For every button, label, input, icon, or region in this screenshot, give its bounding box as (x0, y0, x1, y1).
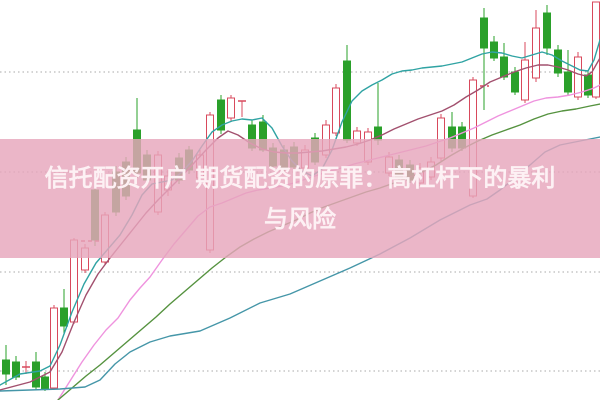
down-candle (217, 99, 225, 131)
up-candle (50, 307, 58, 389)
up-candle (227, 97, 235, 119)
up-candle (521, 59, 529, 101)
down-candle (543, 12, 551, 49)
down-candle (2, 359, 10, 375)
down-candle (564, 71, 572, 93)
up-candle (332, 87, 340, 134)
down-candle (60, 307, 68, 327)
down-candle (41, 376, 49, 390)
up-candle (592, 1, 600, 98)
down-candle (32, 361, 40, 388)
down-candle (12, 361, 20, 378)
banner-title-line2: 与风险 (264, 205, 336, 233)
banner-title-line1: 信托配资开户 期货配资的原罪：高杠杆下的暴利 (44, 164, 556, 192)
down-candle (490, 41, 498, 59)
down-candle (584, 74, 592, 96)
down-candle (554, 49, 562, 74)
down-candle (500, 56, 508, 78)
down-candle (343, 60, 351, 141)
down-candle (511, 71, 519, 93)
title-banner: 信托配资开户 期货配资的原罪：高杠杆下的暴利 与风险 (0, 139, 600, 258)
down-candle (480, 17, 488, 49)
up-candle (574, 56, 582, 98)
